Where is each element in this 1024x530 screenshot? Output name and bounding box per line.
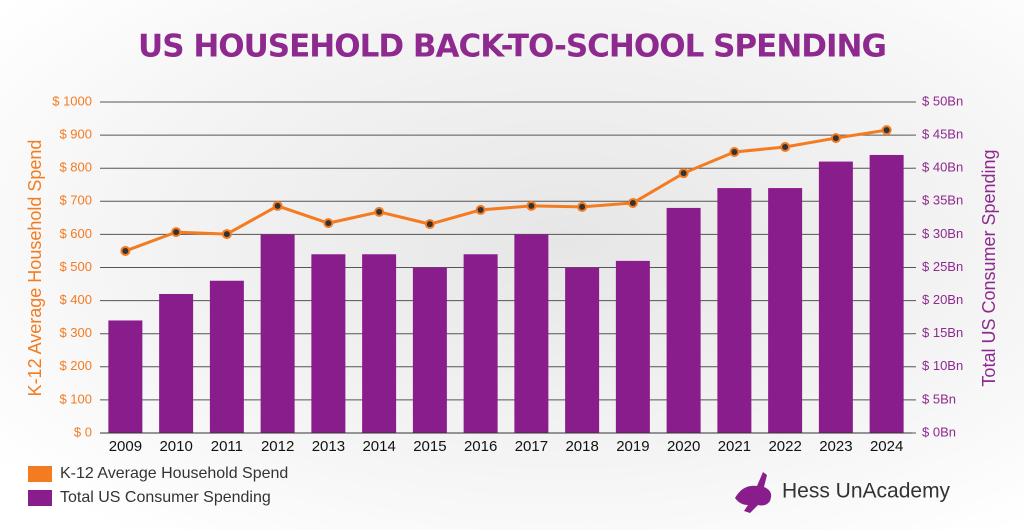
y2-tick-label: $ 20Bn xyxy=(922,292,963,307)
line-point xyxy=(830,133,841,144)
bar xyxy=(209,280,244,433)
x-tick-label: 2013 xyxy=(312,438,345,455)
y-tick-label: $ 500 xyxy=(59,259,92,274)
y2-axis-label: Total US Consumer Spending xyxy=(979,149,999,386)
y-tick-label: $ 900 xyxy=(59,127,92,142)
line-point xyxy=(881,125,892,136)
line-point xyxy=(475,204,486,215)
y-axis-label: K-12 Average Household Spend xyxy=(25,140,45,397)
x-tick-label: 2018 xyxy=(565,438,598,455)
y2-tick-label: $ 25Bn xyxy=(922,259,963,274)
bar xyxy=(311,254,346,433)
line-point xyxy=(424,219,435,230)
bar xyxy=(565,267,600,433)
bar xyxy=(869,154,904,433)
legend-label: K-12 Average Household Spend xyxy=(60,465,288,482)
y2-tick-label: $ 15Bn xyxy=(922,325,963,340)
y-tick-label: $ 1000 xyxy=(52,93,92,108)
y-tick-label: $ 600 xyxy=(59,226,92,241)
y2-tick-label: $ 50Bn xyxy=(922,93,963,108)
line-point xyxy=(678,168,689,179)
x-tick-label: 2015 xyxy=(413,438,446,455)
line-point xyxy=(780,142,791,153)
line-point xyxy=(221,229,232,240)
x-tick-label: 2019 xyxy=(616,438,649,455)
x-tick-label: 2020 xyxy=(667,438,700,455)
x-tick-label: 2010 xyxy=(159,438,192,455)
bar xyxy=(362,254,397,433)
line-point xyxy=(120,245,131,256)
y2-tick-label: $ 40Bn xyxy=(922,160,963,175)
y2-tick-label: $ 10Bn xyxy=(922,358,963,373)
y-tick-label: $ 800 xyxy=(59,160,92,175)
y-tick-label: $ 100 xyxy=(59,391,92,406)
y-tick-label: $ 200 xyxy=(59,358,92,373)
x-tick-label: 2014 xyxy=(362,438,395,455)
x-tick-label: 2009 xyxy=(109,438,142,455)
bar xyxy=(514,234,549,433)
x-tick-label: 2023 xyxy=(819,438,852,455)
brand-name: Hess UnAcademy xyxy=(782,480,951,503)
line-point xyxy=(374,206,385,217)
x-tick-label: 2012 xyxy=(261,438,294,455)
chart-title: US HOUSEHOLD BACK-TO-SCHOOL SPENDING xyxy=(138,29,886,65)
bar xyxy=(463,254,498,433)
legend-swatch xyxy=(28,466,52,482)
x-tick-label: 2016 xyxy=(464,438,497,455)
bar xyxy=(412,267,447,433)
x-tick-label: 2021 xyxy=(718,438,751,455)
bar xyxy=(818,161,853,433)
line-point xyxy=(171,227,182,238)
y2-tick-label: $ 30Bn xyxy=(922,226,963,241)
x-tick-label: 2017 xyxy=(515,438,548,455)
bar xyxy=(159,293,194,433)
x-tick-label: 2024 xyxy=(870,438,903,455)
y2-tick-label: $ 45Bn xyxy=(922,127,963,142)
y-tick-label: $ 300 xyxy=(59,325,92,340)
bar xyxy=(768,188,803,433)
y-tick-label: $ 700 xyxy=(59,193,92,208)
legend-swatch xyxy=(28,490,52,506)
line xyxy=(124,128,887,253)
line-point xyxy=(627,197,638,208)
bar xyxy=(717,188,752,433)
line-point xyxy=(272,200,283,211)
bar xyxy=(615,260,650,433)
bar xyxy=(666,207,701,433)
line-point xyxy=(323,218,334,229)
y2-tick-label: $ 35Bn xyxy=(922,193,963,208)
legend-label: Total US Consumer Spending xyxy=(60,489,271,506)
brand-logo xyxy=(735,472,772,513)
bar xyxy=(260,234,295,433)
line-point xyxy=(577,201,588,212)
y2-tick-label: $ 5Bn xyxy=(922,391,956,406)
bar xyxy=(108,320,143,433)
line-point xyxy=(526,200,537,211)
y-tick-label: $ 0 xyxy=(74,424,92,439)
x-tick-label: 2011 xyxy=(211,438,243,455)
y2-tick-label: $ 0Bn xyxy=(922,424,956,439)
line-point xyxy=(729,146,740,157)
y-tick-label: $ 400 xyxy=(59,292,92,307)
x-tick-label: 2022 xyxy=(768,438,801,455)
